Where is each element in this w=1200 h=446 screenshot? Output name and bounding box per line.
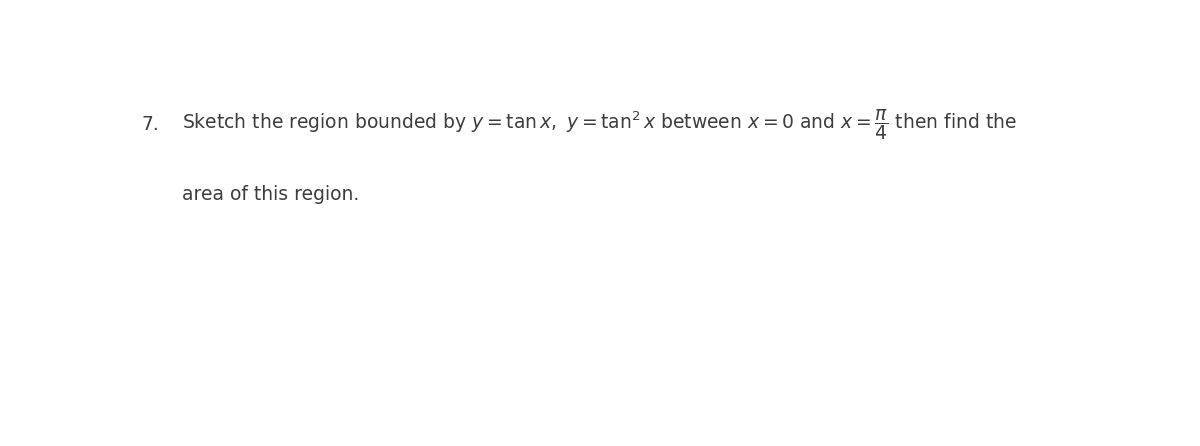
Text: Sketch the region bounded by $y = \tan x,\ y = \tan^2 x$ between $x = 0$ and $x : Sketch the region bounded by $y = \tan x… [182, 107, 1018, 142]
Text: area of this region.: area of this region. [182, 185, 360, 203]
Text: 7.: 7. [142, 116, 160, 134]
